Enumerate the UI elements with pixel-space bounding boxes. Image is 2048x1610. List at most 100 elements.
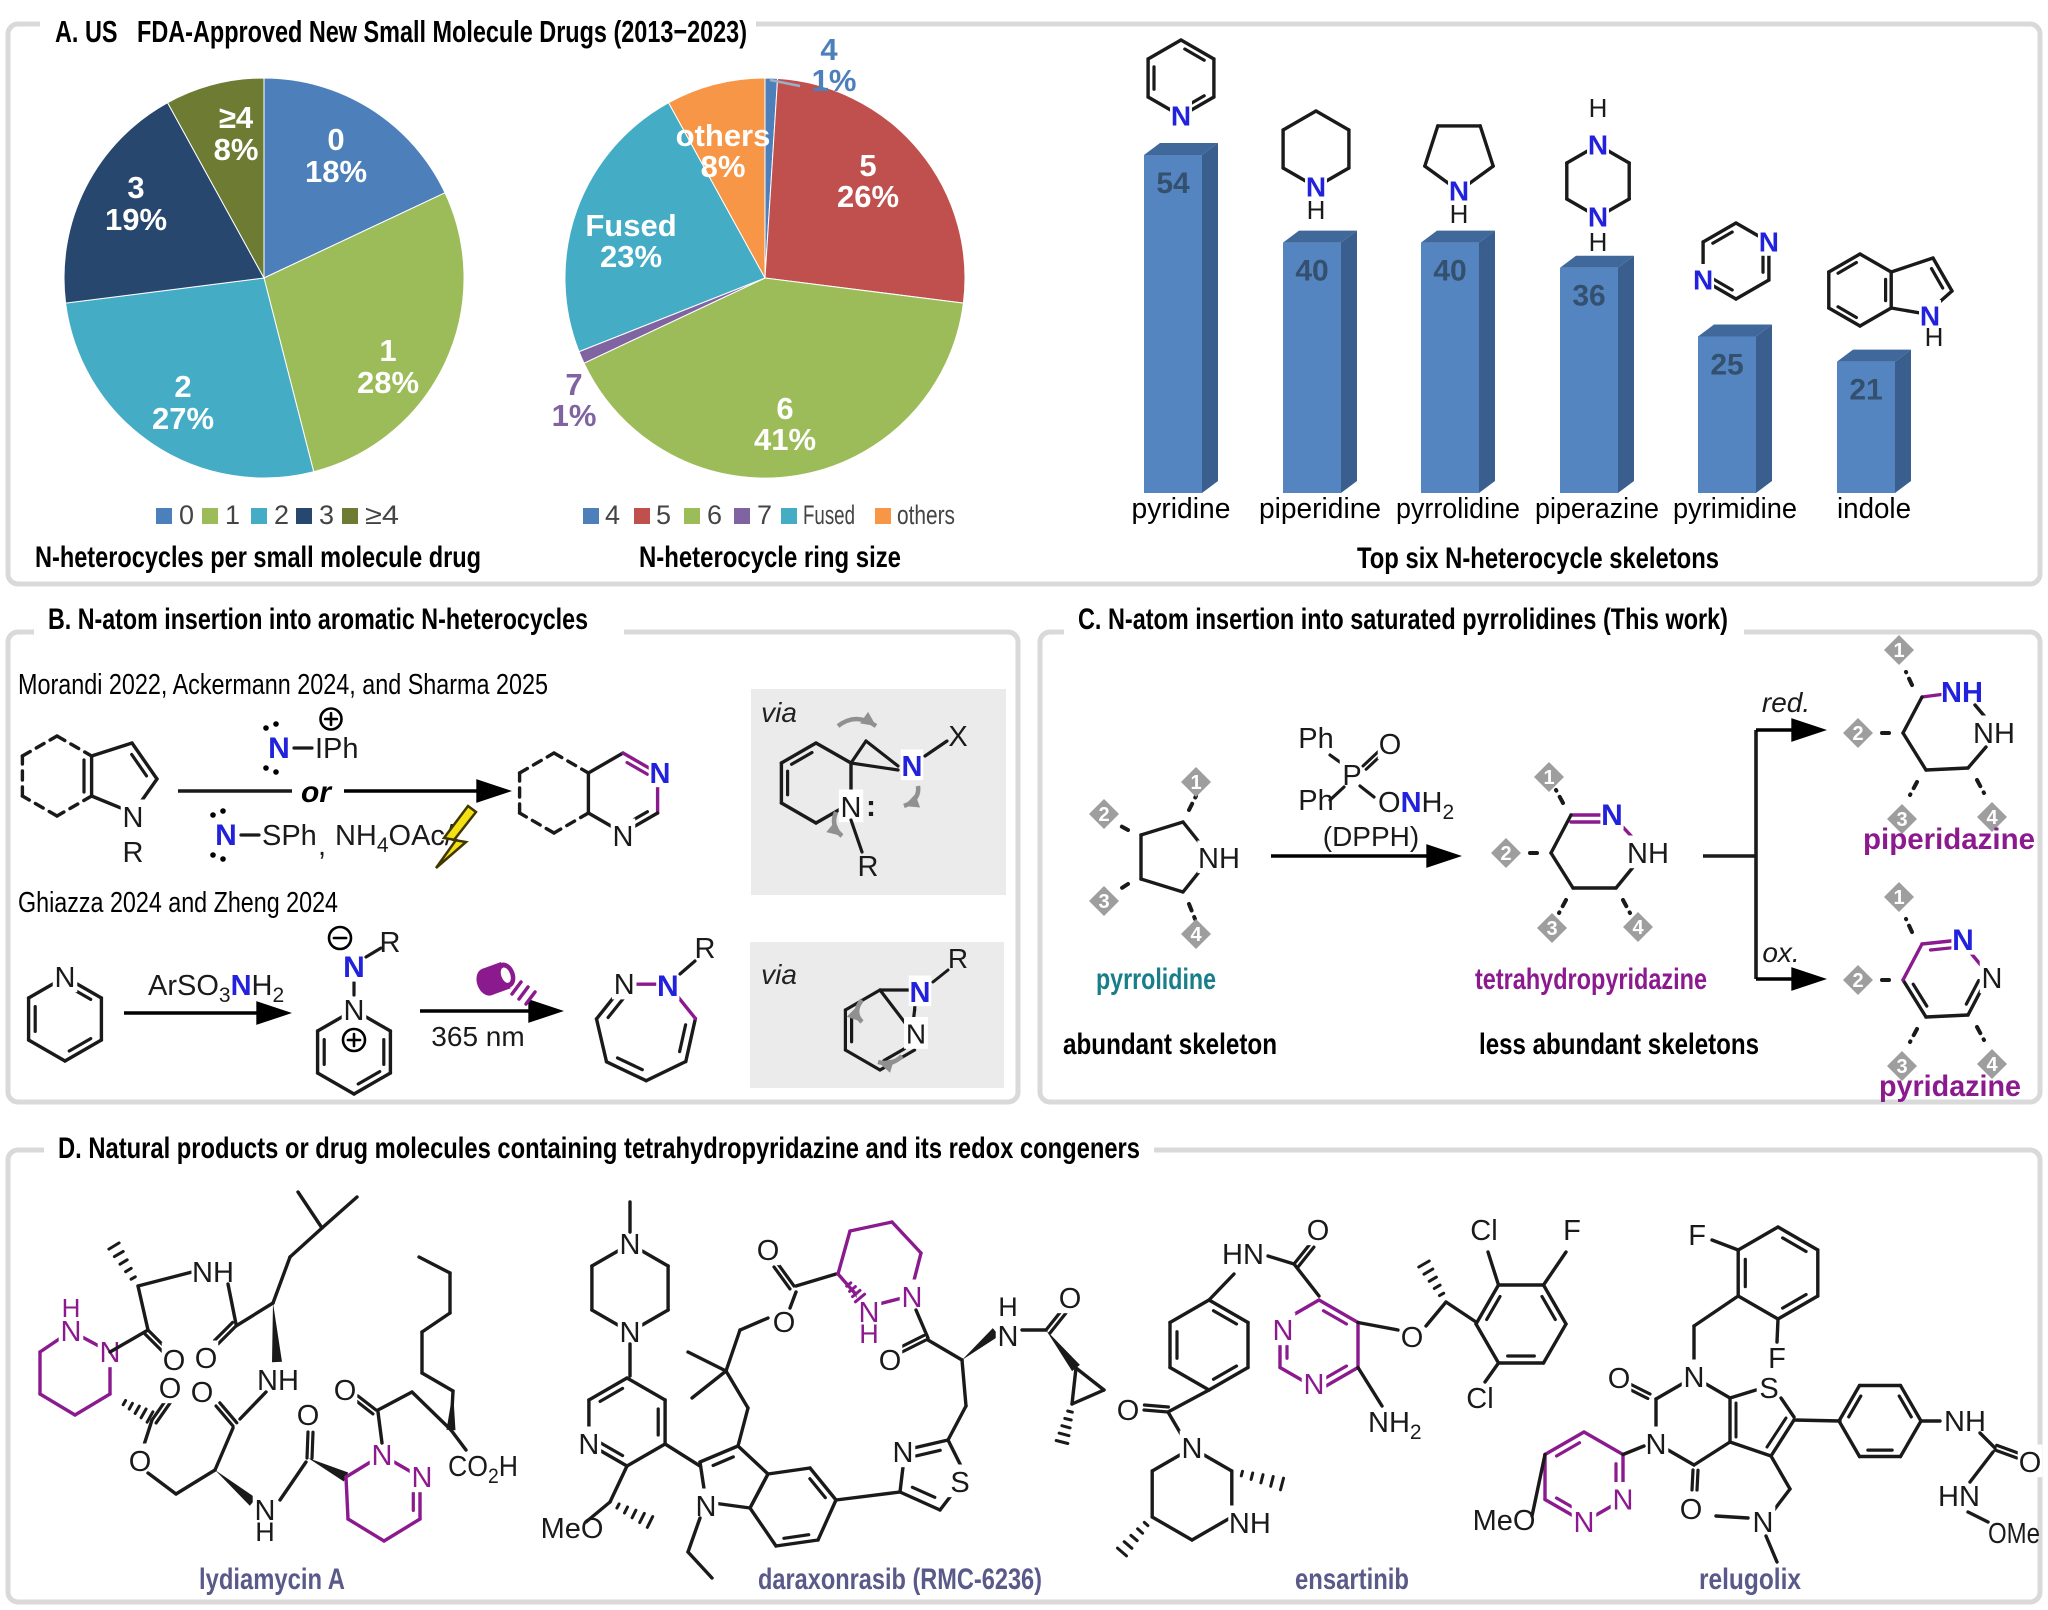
svg-text:H: H	[1307, 195, 1326, 225]
svg-text:1: 1	[1543, 767, 1554, 789]
svg-text:F: F	[1563, 1215, 1581, 1247]
svg-text:N: N	[650, 758, 671, 790]
svg-text:SPh: SPh	[262, 820, 317, 852]
svg-text:H: H	[62, 1293, 81, 1323]
svg-text:O: O	[159, 1373, 182, 1405]
svg-text:R: R	[858, 851, 879, 883]
svg-text:N-heterocycles per small molec: N-heterocycles per small molecule drug	[35, 541, 481, 574]
svg-text:N-heterocycle ring size: N-heterocycle ring size	[639, 541, 901, 574]
svg-text:N: N	[412, 1462, 433, 1494]
svg-text:N: N	[1273, 1315, 1294, 1347]
svg-text:H: H	[1925, 322, 1944, 352]
svg-text:N: N	[696, 1491, 717, 1523]
svg-text:O: O	[1379, 729, 1402, 761]
svg-text:0: 0	[179, 500, 194, 530]
svg-text:6: 6	[707, 500, 722, 530]
svg-text:pyridine: pyridine	[1132, 493, 1231, 525]
svg-text:Fused: Fused	[803, 500, 855, 530]
svg-text:O: O	[163, 1345, 186, 1377]
svg-text:O: O	[1117, 1395, 1140, 1427]
svg-text:ONH2: ONH2	[1378, 787, 1454, 824]
svg-text:NH: NH	[1973, 718, 2015, 750]
svg-text:N: N	[123, 802, 144, 834]
svg-text:N: N	[902, 1282, 923, 1314]
svg-text:41%: 41%	[754, 422, 816, 457]
svg-text:1: 1	[1893, 887, 1904, 909]
svg-text:H: H	[859, 1319, 879, 1349]
svg-text:25: 25	[1710, 349, 1743, 382]
svg-text:H: H	[255, 1517, 275, 1547]
svg-text:NH: NH	[1627, 838, 1669, 870]
svg-text:others: others	[676, 118, 771, 153]
svg-text:relugolix: relugolix	[1699, 1563, 1801, 1596]
svg-text:3: 3	[127, 170, 144, 205]
svg-text:5: 5	[859, 148, 876, 183]
svg-text:N: N	[620, 1229, 641, 1261]
svg-text:19%: 19%	[105, 202, 167, 237]
svg-text:2: 2	[1500, 843, 1511, 865]
svg-text:X: X	[948, 721, 967, 753]
svg-text:0: 0	[327, 122, 344, 157]
svg-text:N: N	[620, 1317, 641, 1349]
svg-text:(DPPH): (DPPH)	[1323, 821, 1419, 852]
svg-text:7: 7	[757, 500, 772, 530]
svg-text:4: 4	[1190, 924, 1202, 946]
svg-text:N: N	[55, 962, 76, 994]
svg-text:O: O	[1307, 1215, 1330, 1247]
svg-text:O: O	[129, 1446, 152, 1478]
svg-text:NH: NH	[1198, 843, 1240, 875]
svg-text:23%: 23%	[600, 239, 662, 274]
svg-text:N: N	[343, 951, 365, 984]
svg-text:N: N	[1574, 1507, 1595, 1539]
svg-text:3: 3	[1546, 918, 1557, 940]
svg-text:N: N	[893, 1437, 914, 1469]
svg-text:pyrrolidine: pyrrolidine	[1096, 963, 1216, 996]
svg-text:36: 36	[1572, 280, 1605, 313]
svg-text:B. N-atom insertion into aroma: B. N-atom insertion into aromatic N-hete…	[48, 603, 588, 636]
svg-text:OMe: OMe	[1988, 1518, 2040, 1550]
svg-text:4: 4	[1632, 917, 1644, 939]
svg-text:R: R	[695, 933, 716, 965]
svg-text::: :	[866, 790, 876, 823]
svg-text:piperazine: piperazine	[1535, 493, 1659, 525]
svg-text:N: N	[1182, 1433, 1203, 1465]
svg-text:pyrrolidine: pyrrolidine	[1396, 493, 1520, 525]
svg-text:ensartinib: ensartinib	[1295, 1563, 1409, 1596]
svg-text:O: O	[1608, 1363, 1631, 1395]
svg-text:N: N	[1306, 172, 1326, 203]
svg-text:N: N	[61, 1316, 82, 1348]
svg-text:O: O	[773, 1307, 796, 1339]
svg-text:40: 40	[1295, 255, 1328, 288]
svg-text:28%: 28%	[357, 365, 419, 400]
svg-text:N: N	[1920, 301, 1940, 332]
svg-text:N: N	[906, 1019, 926, 1050]
svg-text:2: 2	[274, 500, 289, 530]
svg-text:N: N	[1588, 130, 1608, 161]
svg-text:Ghiazza 2024 and Zheng 2024: Ghiazza 2024 and Zheng 2024	[18, 887, 338, 919]
svg-text:4: 4	[1986, 1054, 1998, 1076]
svg-text:N: N	[344, 995, 365, 1027]
svg-text:6: 6	[776, 391, 793, 426]
svg-text:27%: 27%	[152, 401, 214, 436]
svg-text:≥4: ≥4	[219, 100, 254, 135]
svg-text:≥4: ≥4	[365, 500, 399, 530]
svg-text:D. Natural products or drug mo: D. Natural products or drug molecules co…	[58, 1132, 1140, 1165]
svg-text:3: 3	[1896, 1056, 1907, 1078]
svg-text:P: P	[1342, 760, 1361, 792]
svg-text:indole: indole	[1837, 493, 1911, 525]
svg-text:1%: 1%	[552, 398, 597, 433]
svg-text:N: N	[1601, 799, 1623, 832]
svg-text:IPh: IPh	[315, 733, 359, 765]
svg-text:ArSO3NH2: ArSO3NH2	[148, 970, 284, 1007]
svg-text:N: N	[1759, 227, 1779, 258]
svg-text:H: H	[1589, 227, 1608, 257]
svg-text:2: 2	[1852, 970, 1863, 992]
svg-text:N: N	[1952, 924, 1974, 957]
svg-text:via: via	[761, 959, 797, 990]
svg-text:CO2H: CO2H	[448, 1451, 518, 1488]
svg-text:N: N	[614, 969, 635, 1001]
svg-text:Ph: Ph	[1298, 785, 1333, 817]
svg-text:O: O	[334, 1375, 357, 1407]
svg-text:O: O	[757, 1235, 780, 1267]
svg-text:8%: 8%	[214, 132, 259, 167]
